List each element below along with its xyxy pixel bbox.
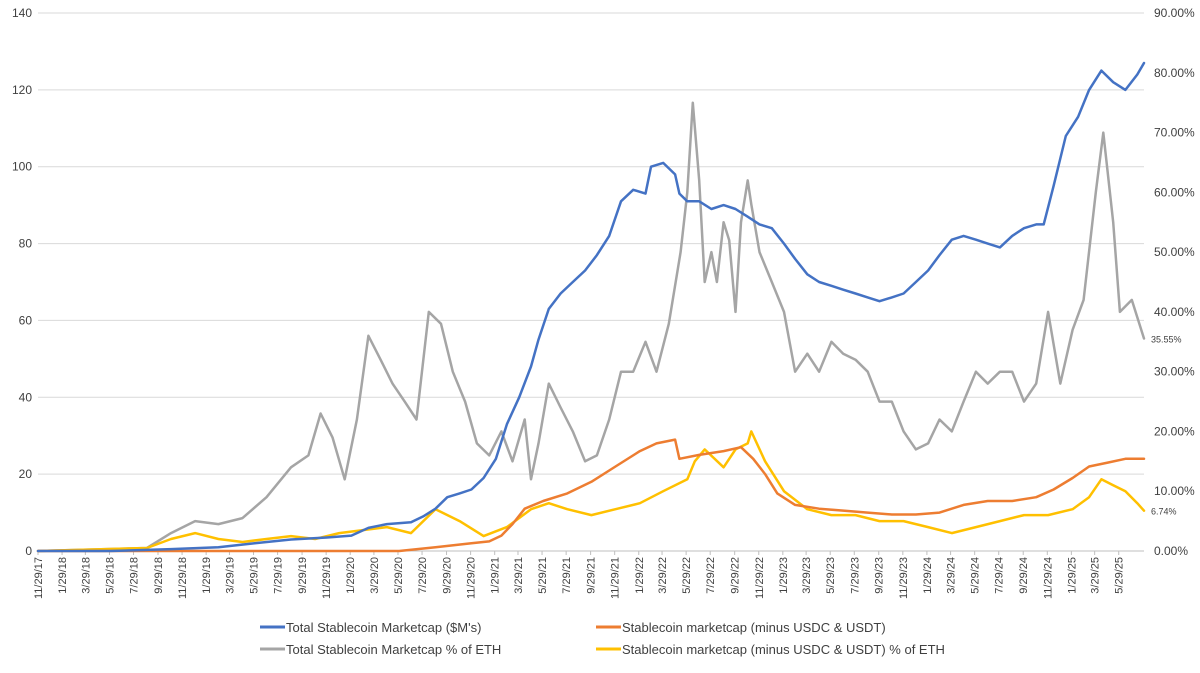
x-tick-label: 1/29/20 bbox=[345, 557, 357, 594]
y2-tick-label: 60.00% bbox=[1154, 185, 1195, 199]
x-tick-label: 11/29/18 bbox=[177, 557, 189, 599]
x-tick-label: 1/29/18 bbox=[57, 557, 69, 594]
legend-label: Stablecoin marketcap (minus USDC & USDT)… bbox=[622, 642, 945, 657]
x-tick-label: 7/29/18 bbox=[129, 557, 141, 594]
series-line-1 bbox=[36, 438, 1146, 553]
x-tick-label: 3/29/18 bbox=[80, 557, 92, 594]
y2-tick-label: 30.00% bbox=[1154, 365, 1195, 379]
x-tick-label: 3/29/19 bbox=[224, 557, 236, 594]
x-tick-label: 7/29/23 bbox=[849, 557, 861, 594]
y-tick-label: 80 bbox=[19, 237, 33, 251]
x-tick-label: 1/29/23 bbox=[778, 557, 790, 594]
x-tick-label: 3/29/21 bbox=[513, 557, 525, 594]
x-tick-label: 3/29/24 bbox=[946, 557, 958, 594]
y2-tick-label: 10.00% bbox=[1154, 484, 1195, 498]
x-tick-label: 9/29/21 bbox=[586, 557, 598, 594]
x-tick-label: 11/29/23 bbox=[898, 557, 910, 599]
y-tick-label: 0 bbox=[25, 544, 32, 558]
legend-label: Total Stablecoin Marketcap % of ETH bbox=[286, 642, 501, 657]
x-tick-label: 3/29/23 bbox=[801, 557, 813, 594]
series-lines bbox=[36, 61, 1146, 553]
x-tick-label: 5/29/19 bbox=[249, 557, 261, 594]
x-tick-label: 7/29/22 bbox=[705, 557, 717, 594]
series-line-0 bbox=[36, 61, 1146, 553]
x-tick-label: 5/29/20 bbox=[393, 557, 405, 594]
x-tick-label: 9/29/22 bbox=[730, 557, 742, 594]
y-tick-label: 60 bbox=[19, 313, 33, 327]
x-tick-label: 5/29/18 bbox=[104, 557, 116, 594]
y2-tick-label: 70.00% bbox=[1154, 126, 1195, 140]
y-tick-label: 100 bbox=[12, 160, 32, 174]
y2-tick-label: 80.00% bbox=[1154, 66, 1195, 80]
legend-label: Total Stablecoin Marketcap ($M's) bbox=[286, 620, 481, 635]
y-tick-label: 140 bbox=[12, 6, 32, 20]
x-tick-label: 3/29/25 bbox=[1090, 557, 1102, 594]
x-tick-label: 5/29/22 bbox=[681, 557, 693, 594]
x-tick-label: 7/29/24 bbox=[994, 557, 1006, 594]
x-tick-label: 1/29/24 bbox=[922, 557, 934, 594]
x-tick-label: 11/29/21 bbox=[610, 557, 622, 599]
x-tick-label: 3/29/20 bbox=[369, 557, 381, 594]
x-tick-label: 11/29/19 bbox=[321, 557, 333, 599]
x-tick-label: 1/29/21 bbox=[490, 557, 502, 594]
x-tick-label: 5/29/23 bbox=[825, 557, 837, 594]
x-tick-label: 7/29/19 bbox=[273, 557, 285, 594]
x-tick-label: 5/29/24 bbox=[970, 557, 982, 594]
x-tick-label: 3/29/22 bbox=[657, 557, 669, 594]
x-tick-label: 11/29/22 bbox=[754, 557, 766, 599]
y2-tick-label: 40.00% bbox=[1154, 305, 1195, 319]
x-tick-label: 9/29/20 bbox=[442, 557, 454, 594]
y2-tick-label: 20.00% bbox=[1154, 424, 1195, 438]
annotation-yellow-end: 6.74% bbox=[1151, 507, 1177, 517]
x-tick-label: 7/29/21 bbox=[561, 557, 573, 594]
x-tick-label: 9/29/23 bbox=[874, 557, 886, 594]
x-tick-label: 5/29/21 bbox=[537, 557, 549, 594]
series-line-2 bbox=[36, 101, 1146, 553]
x-tick-label: 9/29/24 bbox=[1018, 557, 1030, 594]
x-tick-label: 7/29/20 bbox=[417, 557, 429, 594]
x-tick-label: 1/29/19 bbox=[201, 557, 213, 594]
y2-tick-label: 0.00% bbox=[1154, 544, 1188, 558]
y-tick-label: 120 bbox=[12, 83, 32, 97]
y-tick-label: 20 bbox=[19, 467, 33, 481]
annotation-gray-end: 35.55% bbox=[1151, 334, 1182, 344]
y2-tick-label: 90.00% bbox=[1154, 6, 1195, 20]
x-tick-label: 9/29/18 bbox=[153, 557, 165, 594]
x-tick-label: 11/29/17 bbox=[33, 557, 45, 599]
y2-tick-label: 50.00% bbox=[1154, 245, 1195, 259]
x-tick-label: 1/29/25 bbox=[1066, 557, 1078, 594]
x-tick-label: 11/29/24 bbox=[1042, 557, 1054, 599]
series-line-3 bbox=[36, 430, 1146, 553]
gridlines bbox=[38, 12, 1144, 552]
axes: 0 20 40 60 80 100 120 140 0.00% 10.00% 20.00% 30.00… bbox=[12, 6, 1195, 599]
annotations: 35.55% 6.74% bbox=[1151, 334, 1182, 516]
x-tick-label: 1/29/22 bbox=[634, 557, 646, 594]
x-tick-label: 9/29/19 bbox=[297, 557, 309, 594]
x-tick-label: 11/29/20 bbox=[466, 557, 478, 599]
legend-label: Stablecoin marketcap (minus USDC & USDT) bbox=[622, 620, 886, 635]
y-tick-label: 40 bbox=[19, 390, 33, 404]
legend: Total Stablecoin Marketcap ($M's) Stablec… bbox=[260, 620, 945, 657]
x-tick-label: 5/29/25 bbox=[1114, 557, 1126, 594]
